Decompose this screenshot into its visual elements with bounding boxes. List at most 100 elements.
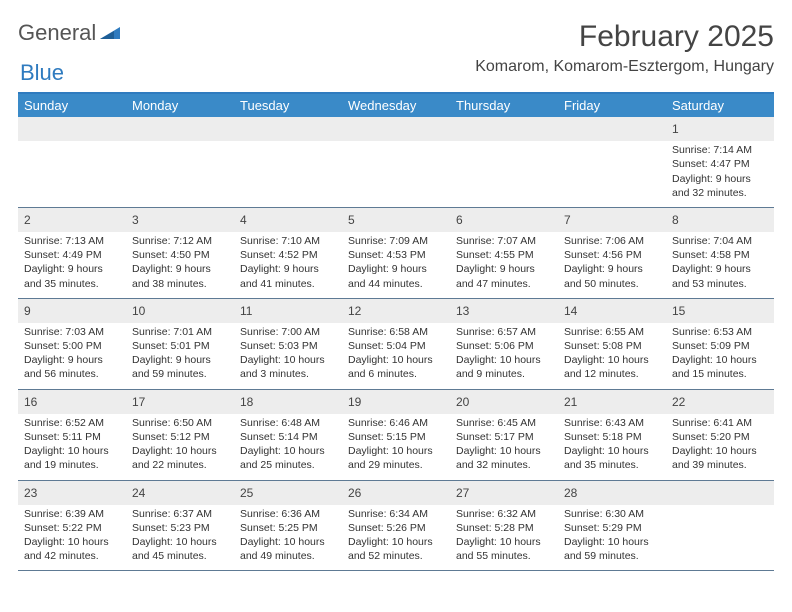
week-daynum-row: 9101112131415 — [18, 298, 774, 323]
day-info-cell: Sunrise: 7:12 AMSunset: 4:50 PMDaylight:… — [126, 232, 234, 298]
sunrise-text: Sunrise: 6:43 AM — [564, 416, 660, 430]
daylight-text: Daylight: 10 hours and 12 minutes. — [564, 353, 660, 381]
day-number-cell: 28 — [558, 480, 666, 505]
sunset-text: Sunset: 4:56 PM — [564, 248, 660, 262]
sunset-text: Sunset: 4:55 PM — [456, 248, 552, 262]
daylight-text: Daylight: 10 hours and 9 minutes. — [456, 353, 552, 381]
daylight-text: Daylight: 9 hours and 44 minutes. — [348, 262, 444, 290]
day-number-cell: 4 — [234, 207, 342, 232]
sunset-text: Sunset: 5:03 PM — [240, 339, 336, 353]
sunrise-text: Sunrise: 7:06 AM — [564, 234, 660, 248]
day-info-cell — [126, 141, 234, 207]
day-info-cell: Sunrise: 6:37 AMSunset: 5:23 PMDaylight:… — [126, 505, 234, 571]
sunset-text: Sunset: 5:26 PM — [348, 521, 444, 535]
sunrise-text: Sunrise: 6:57 AM — [456, 325, 552, 339]
day-number-cell — [342, 117, 450, 141]
daylight-text: Daylight: 10 hours and 39 minutes. — [672, 444, 768, 472]
sunrise-text: Sunrise: 6:36 AM — [240, 507, 336, 521]
sunset-text: Sunset: 5:23 PM — [132, 521, 228, 535]
sunrise-text: Sunrise: 7:13 AM — [24, 234, 120, 248]
day-info-cell: Sunrise: 6:57 AMSunset: 5:06 PMDaylight:… — [450, 323, 558, 389]
sunset-text: Sunset: 5:20 PM — [672, 430, 768, 444]
col-monday: Monday — [126, 94, 234, 117]
sunset-text: Sunset: 5:11 PM — [24, 430, 120, 444]
day-number-cell — [18, 117, 126, 141]
sunset-text: Sunset: 4:53 PM — [348, 248, 444, 262]
sunrise-text: Sunrise: 6:55 AM — [564, 325, 660, 339]
sunrise-text: Sunrise: 7:10 AM — [240, 234, 336, 248]
daylight-text: Daylight: 10 hours and 35 minutes. — [564, 444, 660, 472]
col-friday: Friday — [558, 94, 666, 117]
day-info-cell: Sunrise: 6:52 AMSunset: 5:11 PMDaylight:… — [18, 414, 126, 480]
day-number-cell: 23 — [18, 480, 126, 505]
sunrise-text: Sunrise: 6:48 AM — [240, 416, 336, 430]
daylight-text: Daylight: 10 hours and 45 minutes. — [132, 535, 228, 563]
daylight-text: Daylight: 9 hours and 53 minutes. — [672, 262, 768, 290]
day-number-cell: 16 — [18, 389, 126, 414]
daylight-text: Daylight: 10 hours and 59 minutes. — [564, 535, 660, 563]
day-number-cell: 3 — [126, 207, 234, 232]
col-saturday: Saturday — [666, 94, 774, 117]
day-number-cell: 9 — [18, 298, 126, 323]
day-info-cell: Sunrise: 6:36 AMSunset: 5:25 PMDaylight:… — [234, 505, 342, 571]
day-header-row: Sunday Monday Tuesday Wednesday Thursday… — [18, 94, 774, 117]
sunset-text: Sunset: 5:01 PM — [132, 339, 228, 353]
day-info-cell — [342, 141, 450, 207]
day-info-cell: Sunrise: 6:50 AMSunset: 5:12 PMDaylight:… — [126, 414, 234, 480]
daylight-text: Daylight: 10 hours and 29 minutes. — [348, 444, 444, 472]
location-text: Komarom, Komarom-Esztergom, Hungary — [475, 58, 774, 76]
col-thursday: Thursday — [450, 94, 558, 117]
day-info-cell: Sunrise: 7:07 AMSunset: 4:55 PMDaylight:… — [450, 232, 558, 298]
daylight-text: Daylight: 9 hours and 50 minutes. — [564, 262, 660, 290]
sunrise-text: Sunrise: 6:30 AM — [564, 507, 660, 521]
day-number-cell: 21 — [558, 389, 666, 414]
sunrise-text: Sunrise: 6:45 AM — [456, 416, 552, 430]
day-info-cell: Sunrise: 7:13 AMSunset: 4:49 PMDaylight:… — [18, 232, 126, 298]
sunrise-text: Sunrise: 7:14 AM — [672, 143, 768, 157]
day-info-cell: Sunrise: 7:14 AMSunset: 4:47 PMDaylight:… — [666, 141, 774, 207]
logo-triangle-icon — [100, 23, 120, 44]
day-number-cell: 25 — [234, 480, 342, 505]
daylight-text: Daylight: 9 hours and 35 minutes. — [24, 262, 120, 290]
sunrise-text: Sunrise: 6:50 AM — [132, 416, 228, 430]
daylight-text: Daylight: 10 hours and 55 minutes. — [456, 535, 552, 563]
sunrise-text: Sunrise: 6:53 AM — [672, 325, 768, 339]
sunrise-text: Sunrise: 7:07 AM — [456, 234, 552, 248]
daylight-text: Daylight: 10 hours and 52 minutes. — [348, 535, 444, 563]
day-number-cell: 5 — [342, 207, 450, 232]
sunset-text: Sunset: 5:15 PM — [348, 430, 444, 444]
day-number-cell: 14 — [558, 298, 666, 323]
week-info-row: Sunrise: 6:52 AMSunset: 5:11 PMDaylight:… — [18, 414, 774, 480]
week-info-row: Sunrise: 7:14 AMSunset: 4:47 PMDaylight:… — [18, 141, 774, 207]
daylight-text: Daylight: 10 hours and 6 minutes. — [348, 353, 444, 381]
day-info-cell: Sunrise: 6:58 AMSunset: 5:04 PMDaylight:… — [342, 323, 450, 389]
week-info-row: Sunrise: 7:13 AMSunset: 4:49 PMDaylight:… — [18, 232, 774, 298]
day-number-cell: 1 — [666, 117, 774, 141]
sunset-text: Sunset: 5:09 PM — [672, 339, 768, 353]
col-wednesday: Wednesday — [342, 94, 450, 117]
logo-text-blue: Blue — [20, 60, 64, 86]
sunset-text: Sunset: 5:04 PM — [348, 339, 444, 353]
day-info-cell: Sunrise: 6:48 AMSunset: 5:14 PMDaylight:… — [234, 414, 342, 480]
day-number-cell — [666, 480, 774, 505]
daylight-text: Daylight: 9 hours and 41 minutes. — [240, 262, 336, 290]
sunrise-text: Sunrise: 6:41 AM — [672, 416, 768, 430]
day-number-cell: 19 — [342, 389, 450, 414]
day-number-cell: 20 — [450, 389, 558, 414]
day-number-cell — [126, 117, 234, 141]
day-info-cell: Sunrise: 6:34 AMSunset: 5:26 PMDaylight:… — [342, 505, 450, 571]
day-number-cell: 7 — [558, 207, 666, 232]
title-block: February 2025 Komarom, Komarom-Esztergom… — [475, 20, 774, 76]
week-daynum-row: 16171819202122 — [18, 389, 774, 414]
day-number-cell: 6 — [450, 207, 558, 232]
day-info-cell: Sunrise: 6:41 AMSunset: 5:20 PMDaylight:… — [666, 414, 774, 480]
day-info-cell: Sunrise: 6:30 AMSunset: 5:29 PMDaylight:… — [558, 505, 666, 571]
daylight-text: Daylight: 10 hours and 3 minutes. — [240, 353, 336, 381]
daylight-text: Daylight: 9 hours and 32 minutes. — [672, 172, 768, 200]
sunrise-text: Sunrise: 7:01 AM — [132, 325, 228, 339]
daylight-text: Daylight: 10 hours and 42 minutes. — [24, 535, 120, 563]
daylight-text: Daylight: 10 hours and 19 minutes. — [24, 444, 120, 472]
sunrise-text: Sunrise: 7:12 AM — [132, 234, 228, 248]
sunrise-text: Sunrise: 7:03 AM — [24, 325, 120, 339]
week-daynum-row: 2345678 — [18, 207, 774, 232]
